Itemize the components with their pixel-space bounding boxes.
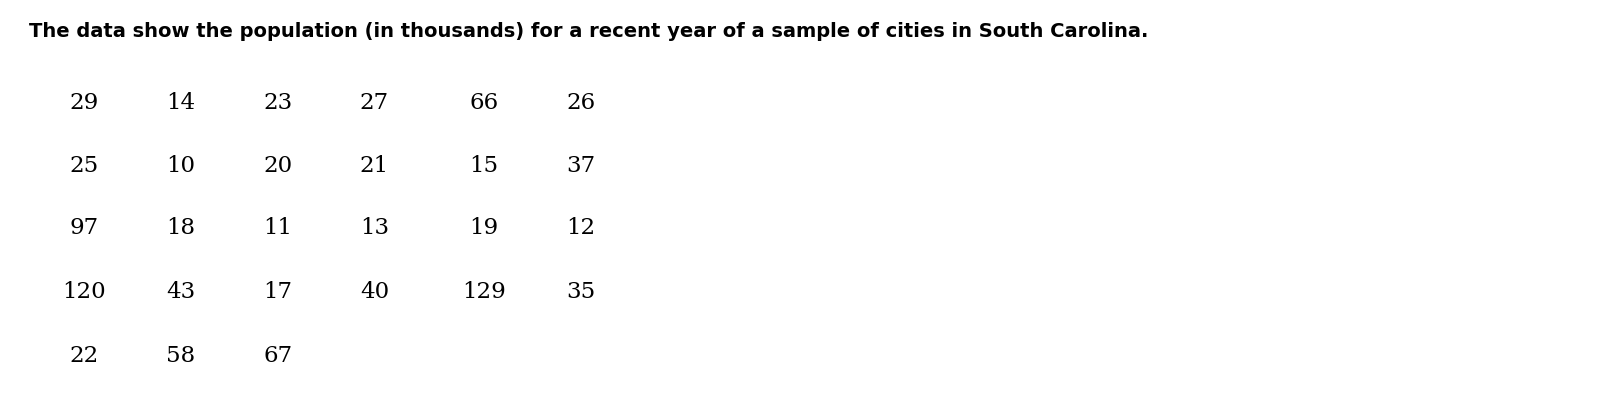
Text: 18: 18 — [166, 217, 195, 239]
Text: 29: 29 — [69, 92, 98, 114]
Text: 11: 11 — [263, 217, 292, 239]
Text: 23: 23 — [263, 92, 292, 114]
Text: 120: 120 — [61, 281, 107, 303]
Text: 27: 27 — [360, 92, 389, 114]
Text: 67: 67 — [263, 345, 292, 367]
Text: 97: 97 — [69, 217, 98, 239]
Text: 20: 20 — [263, 155, 292, 177]
Text: 12: 12 — [567, 217, 596, 239]
Text: 21: 21 — [360, 155, 389, 177]
Text: 40: 40 — [360, 281, 389, 303]
Text: 15: 15 — [470, 155, 499, 177]
Text: 26: 26 — [567, 92, 596, 114]
Text: 13: 13 — [360, 217, 389, 239]
Text: 10: 10 — [166, 155, 195, 177]
Text: 35: 35 — [567, 281, 596, 303]
Text: 66: 66 — [470, 92, 499, 114]
Text: 22: 22 — [69, 345, 98, 367]
Text: 43: 43 — [166, 281, 195, 303]
Text: 14: 14 — [166, 92, 195, 114]
Text: 19: 19 — [470, 217, 499, 239]
Text: 25: 25 — [69, 155, 98, 177]
Text: 17: 17 — [263, 281, 292, 303]
Text: 58: 58 — [166, 345, 195, 367]
Text: The data show the population (in thousands) for a recent year of a sample of cit: The data show the population (in thousan… — [29, 22, 1149, 41]
Text: 129: 129 — [462, 281, 507, 303]
Text: 37: 37 — [567, 155, 596, 177]
